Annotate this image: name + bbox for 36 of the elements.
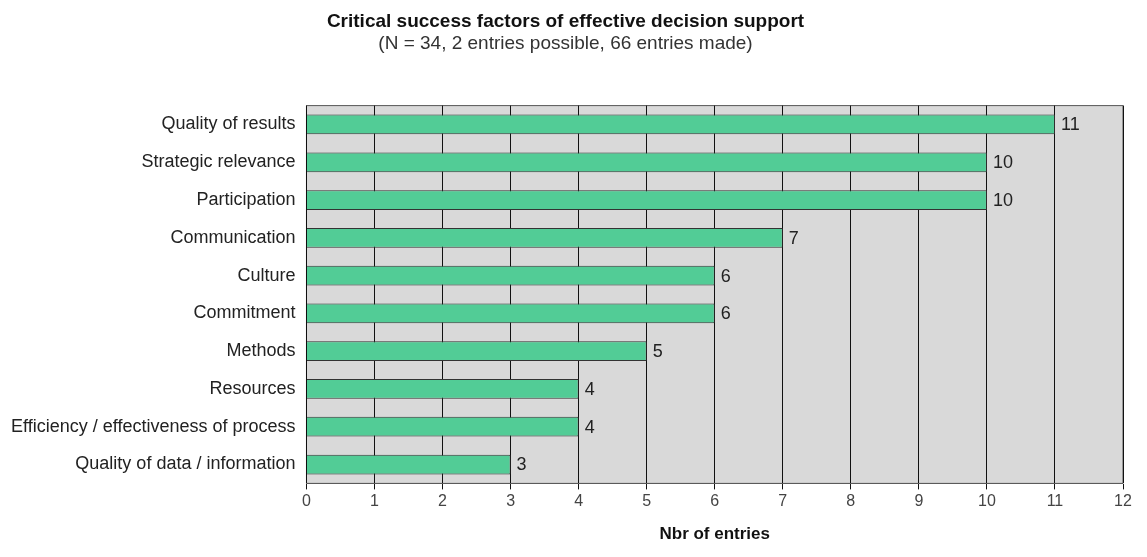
x-tick-label: 1 [370, 492, 380, 510]
x-tick-label: 0 [302, 492, 312, 510]
y-tick-label: Communication [170, 226, 296, 247]
chart-subtitle: (N = 34, 2 entries possible, 66 entries made) [378, 32, 753, 54]
data-label: 6 [720, 265, 731, 286]
data-label: 3 [516, 454, 527, 475]
chart-title: Critical success factors of effective decision support [326, 9, 805, 31]
data-label: 5 [652, 341, 663, 362]
x-tick-label: 9 [914, 492, 924, 510]
data-label: 4 [584, 378, 595, 399]
x-tick-label: 6 [710, 492, 720, 510]
x-tick-label: 4 [574, 492, 584, 510]
y-tick-label: Quality of data / information [75, 453, 296, 474]
y-tick-label: Efficiency / effectiveness of process [10, 415, 296, 436]
x-tick-label: 8 [846, 492, 856, 510]
data-label: 7 [788, 227, 799, 248]
x-tick-label: 2 [438, 492, 448, 510]
x-tick-label: 11 [1046, 492, 1064, 510]
x-tick-label: 5 [642, 492, 652, 510]
y-tick-label: Resources [209, 377, 296, 398]
y-tick-label: Methods [226, 340, 296, 361]
y-tick-label: Participation [196, 189, 296, 210]
data-label: 11 [1060, 114, 1080, 135]
data-label: 10 [992, 190, 1013, 211]
x-tick-label: 3 [506, 492, 516, 510]
y-tick-label: Quality of results [161, 113, 296, 134]
x-tick-label: 7 [778, 492, 788, 510]
y-tick-label: Culture [237, 264, 296, 285]
x-tick-label: 12 [1114, 492, 1132, 510]
y-tick-label: Commitment [193, 302, 296, 323]
data-label: 4 [584, 416, 595, 437]
y-tick-label: Strategic relevance [141, 151, 296, 172]
x-tick-label: 10 [978, 492, 996, 510]
x-axis-title: Nbr of entries [659, 524, 770, 544]
data-label: 10 [992, 152, 1013, 173]
data-label: 6 [720, 303, 731, 324]
